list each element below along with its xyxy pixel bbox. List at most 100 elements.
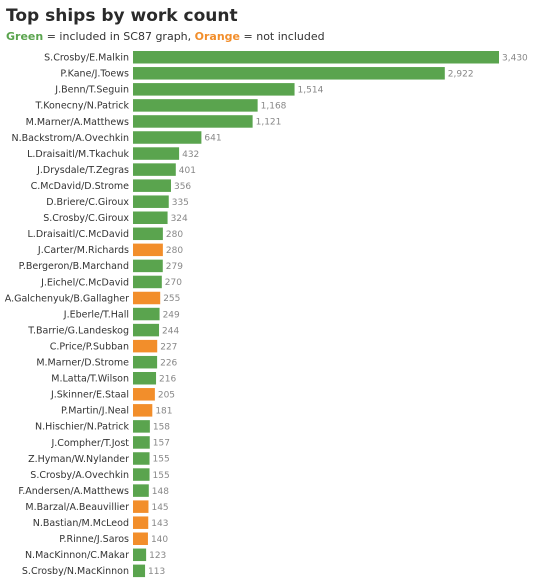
bar [133,532,148,545]
category-label: N.Backstrom/A.Ovechkin [11,133,129,144]
value-label: 148 [152,487,169,497]
category-label: S.Crosby/C.Giroux [43,213,129,224]
value-label: 401 [179,166,196,176]
bar [133,564,146,578]
bar [133,388,155,401]
bar [133,259,163,273]
bar [133,291,161,305]
value-label: 1,514 [298,86,324,96]
bar [133,67,445,80]
category-label: M.Latta/T.Wilson [51,374,129,385]
category-label: M.Marner/D.Strome [36,358,129,369]
value-label: 356 [174,182,191,192]
bar [133,227,163,241]
value-label: 155 [153,455,170,465]
bar [133,500,149,513]
category-label: S.Crosby/A.Ovechkin [30,470,129,481]
category-label: N.Hischier/N.Patrick [35,422,129,433]
value-label: 3,430 [502,53,528,63]
bar [133,516,149,529]
bar [133,436,150,449]
bar [133,323,160,337]
value-label: 641 [204,134,221,144]
category-label: P.Bergeron/B.Marchand [19,261,129,272]
bar [133,163,176,176]
value-label: 158 [153,423,170,433]
value-label: 1,121 [256,118,282,128]
value-label: 216 [159,374,176,384]
bar [133,211,168,224]
category-label: J.Eberle/T.Hall [63,309,129,320]
bar [133,339,158,353]
category-label: C.Price/P.Subban [50,341,129,352]
legend-orange-text: = not included [240,30,325,43]
category-label: T.Barrie/G.Landeskog [27,325,129,336]
legend-orange-word: Orange [194,30,241,43]
value-label: 270 [165,278,182,288]
legend-green-text: = included in SC87 graph, [43,30,195,43]
bar [133,420,150,433]
value-label: 279 [166,262,183,272]
category-label: J.Skinner/E.Staal [50,390,129,401]
bar [133,179,171,192]
category-label: Z.Hyman/W.Nylander [28,454,129,465]
category-label: A.Galchenyuk/B.Gallagher [5,293,129,304]
bar [133,307,160,321]
value-label: 335 [172,198,189,208]
legend-green-word: Green [6,30,44,43]
category-label: L.Draisaitl/M.Tkachuk [27,149,129,160]
bar [133,195,169,208]
value-label: 227 [160,342,177,352]
bar [133,147,180,160]
value-label: 324 [171,214,188,224]
bar [133,99,258,112]
value-label: 249 [163,310,180,320]
value-label: 432 [182,150,199,160]
bar [133,548,147,562]
category-label: T.Konecny/N.Patrick [35,101,130,112]
category-label: N.Bastian/M.McLeod [33,518,129,529]
bar [133,275,162,289]
value-label: 255 [163,294,180,304]
bar [133,452,150,465]
value-label: 157 [153,439,170,449]
category-label: S.Crosby/N.MacKinnon [22,566,129,577]
value-label: 280 [166,230,183,240]
chart-legend-note: Green = included in SC87 graph, Orange =… [6,30,325,43]
category-label: M.Barzal/A.Beauvillier [25,502,129,513]
value-label: 143 [151,519,168,529]
value-label: 244 [162,326,179,336]
bar [133,355,158,369]
value-label: 145 [151,503,168,513]
value-label: 123 [149,551,166,561]
bar [133,372,157,385]
bar [133,243,163,257]
category-label: J.Drysdale/T.Zegras [36,165,129,176]
bar [133,51,499,64]
value-label: 181 [155,407,172,417]
chart-title: Top ships by work count [6,6,238,26]
value-label: 1,168 [261,102,287,112]
category-label: F.Andersen/A.Matthews [18,486,129,497]
category-label: J.Compher/T.Jost [50,438,129,449]
category-label: M.Marner/A.Matthews [26,117,129,128]
bar [133,131,202,144]
category-label: S.Crosby/E.Malkin [44,53,129,64]
category-label: P.Martin/J.Neal [61,406,129,417]
bar [133,404,153,417]
category-label: C.McDavid/D.Strome [31,181,130,192]
value-label: 205 [158,391,175,401]
value-label: 113 [148,567,165,577]
category-label: J.Eichel/C.McDavid [40,277,129,288]
category-label: L.Draisaitl/C.McDavid [28,229,129,240]
category-label: J.Benn/T.Seguin [54,85,129,96]
category-label: P.Rinne/J.Saros [59,534,129,545]
value-label: 155 [153,471,170,481]
value-label: 2,922 [448,70,474,80]
value-label: 280 [166,246,183,256]
category-label: P.Kane/J.Toews [60,69,129,80]
bar [133,115,253,128]
category-label: N.MacKinnon/C.Makar [25,550,129,561]
value-label: 226 [160,358,177,368]
